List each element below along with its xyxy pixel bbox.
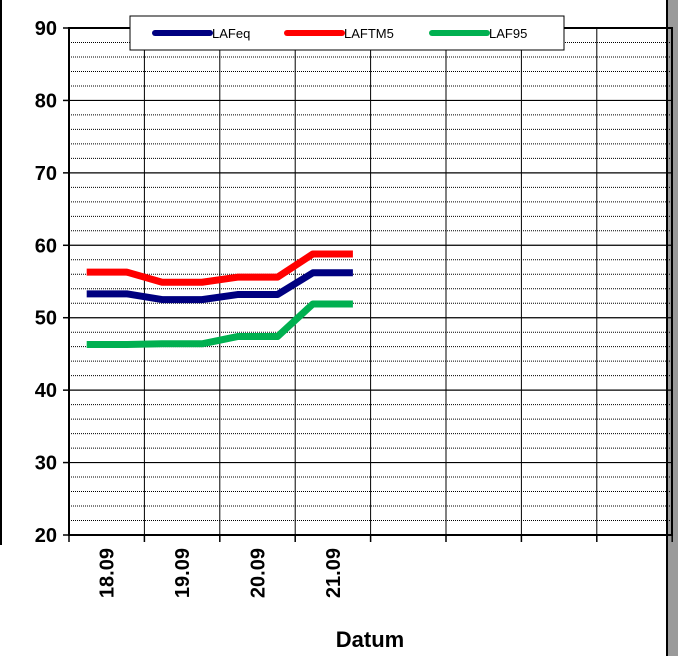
x-tick-label: 18.09 [97,548,119,598]
x-axis-title: Datum [336,627,404,652]
series-line-lafeq [86,269,353,304]
x-tick-label: 19.09 [172,548,194,598]
x-tick-label: 21.09 [323,548,345,598]
y-tick-label: 40 [35,380,57,402]
legend: LAFeq LAFTM5 LAF95 [129,15,565,51]
y-tick-label: 90 [35,18,57,40]
y-tick-label: 70 [35,163,57,185]
y-tick-label: 80 [35,90,57,112]
y-axis-ticks: 20 30 40 50 60 70 80 90 [35,18,69,547]
y-tick-label: 30 [35,453,57,475]
legend-label: LAFeq [212,26,250,41]
minor-gridlines [69,41,672,522]
y-tick-label: 50 [35,308,57,330]
y-tick-label: 60 [35,235,57,257]
x-tick-label: 20.09 [248,548,270,598]
y-tick-label: 20 [35,525,57,547]
x-axis-ticks: 18.09 19.09 20.09 21.09 [68,535,673,598]
series-lines [86,250,353,349]
legend-label: LAFTM5 [344,26,394,41]
legend-label: LAF95 [489,26,527,41]
series-line-laf95 [86,300,353,349]
series-line-laftm5 [86,250,353,286]
